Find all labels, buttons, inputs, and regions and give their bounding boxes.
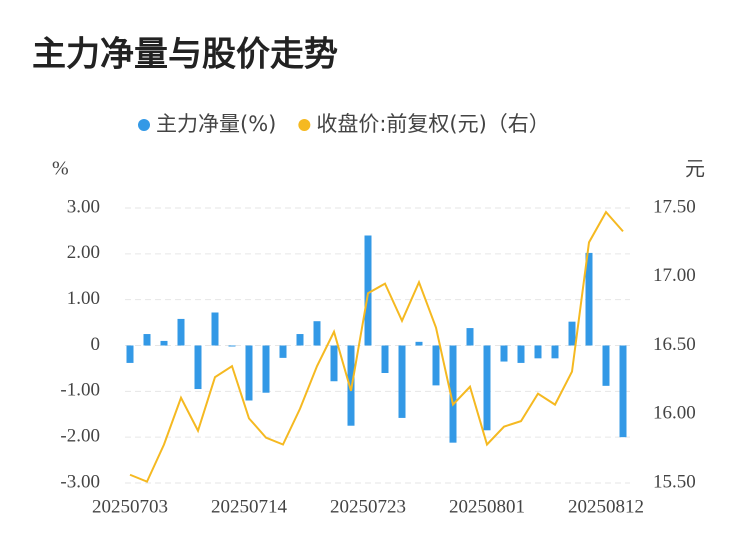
bar — [602, 345, 610, 386]
bar — [313, 321, 321, 346]
y-tick-label: -3.00 — [60, 471, 100, 492]
bar — [228, 345, 236, 347]
bar — [619, 345, 627, 438]
y-tick-label: -2.00 — [60, 426, 100, 447]
y-tick-label: 0 — [91, 334, 101, 355]
bar — [449, 345, 457, 443]
y2-tick-label: 15.50 — [653, 471, 696, 492]
bar — [568, 321, 576, 346]
y-axis-label: % — [52, 158, 69, 180]
y-tick-label: 1.00 — [67, 288, 100, 309]
bar — [432, 345, 440, 386]
bar — [415, 341, 423, 346]
price-line — [129, 210, 624, 483]
bar — [500, 345, 508, 362]
y-tick-label: 2.00 — [67, 242, 100, 263]
bar — [381, 345, 389, 373]
y2-tick-label: 17.00 — [653, 265, 696, 286]
bar — [279, 345, 287, 358]
bar — [143, 334, 151, 346]
bar — [194, 345, 202, 390]
y2-tick-label: 16.50 — [653, 334, 696, 355]
bar — [330, 345, 338, 382]
bar — [262, 345, 270, 393]
legend-label: 收盘价:前复权(元)（右） — [316, 112, 549, 136]
bar — [551, 345, 559, 359]
bar — [466, 328, 474, 346]
x-tick-label: 20250714 — [211, 496, 288, 517]
legend-marker — [298, 119, 311, 131]
legend-label: 主力净量(%) — [156, 112, 276, 136]
bar — [585, 252, 593, 346]
x-tick-label: 20250801 — [449, 496, 525, 517]
y2-tick-label: 16.00 — [653, 403, 696, 424]
legend-marker — [138, 119, 150, 131]
bar — [245, 345, 253, 401]
y2-axis-label: 元 — [685, 157, 705, 181]
bar — [296, 334, 304, 346]
bar — [160, 340, 168, 346]
bar — [398, 345, 406, 418]
x-tick-label: 20250703 — [92, 496, 168, 517]
bar — [177, 318, 185, 346]
bar — [364, 235, 372, 346]
y-tick-label: 3.00 — [67, 196, 100, 217]
bar — [483, 345, 491, 431]
x-tick-label: 20250812 — [568, 496, 644, 517]
bar — [534, 345, 542, 359]
chart-title: 主力净量与股价走势 — [32, 35, 338, 75]
y-tick-label: -1.00 — [60, 380, 100, 401]
bar — [211, 312, 219, 346]
y2-tick-label: 17.50 — [653, 196, 696, 217]
bar — [517, 345, 525, 363]
bar — [126, 345, 134, 363]
x-tick-label: 20250723 — [330, 496, 406, 517]
